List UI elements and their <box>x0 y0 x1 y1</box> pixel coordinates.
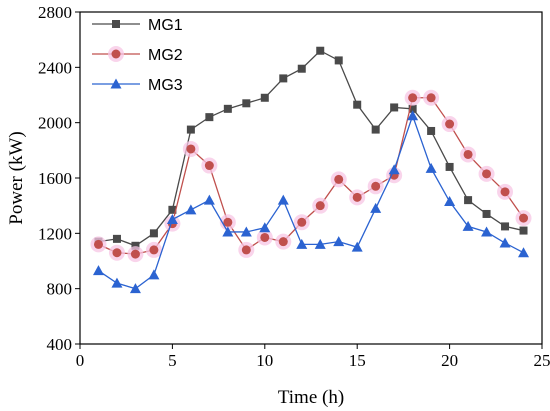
data-point-mg1-12 <box>297 64 306 73</box>
data-point-mg1-22 <box>482 209 491 218</box>
legend-label-mg3: MG3 <box>148 77 183 94</box>
data-point-mg1-13 <box>316 46 325 55</box>
data-point-mg3-13 <box>314 238 326 249</box>
data-point-mg1-7 <box>205 113 214 122</box>
y-tick-label: 2800 <box>38 3 72 22</box>
data-point-mg2-22 <box>482 169 492 179</box>
data-point-mg2-15 <box>352 192 362 202</box>
x-tick-label: 15 <box>349 351 366 370</box>
legend-label-mg2: MG2 <box>148 47 183 64</box>
data-point-mg3-8 <box>222 226 234 237</box>
axes-layer: 0 5 10 15 20 25 400 800 1200 1600 2000 2400 2800 <box>38 3 550 370</box>
x-tick-label: 10 <box>256 351 273 370</box>
data-point-mg3-20 <box>444 196 456 207</box>
data-point-mg1-16 <box>371 125 380 134</box>
data-point-mg1-5 <box>168 205 177 214</box>
data-point-mg2-24 <box>519 213 529 223</box>
data-point-mg1-21 <box>464 196 473 205</box>
data-point-mg2-19 <box>426 93 436 103</box>
x-axis-title: Time (h) <box>278 387 344 408</box>
y-axis-title: Power (kW) <box>6 131 27 224</box>
y-tick-label: 400 <box>47 335 73 354</box>
data-point-mg2-20 <box>445 119 455 129</box>
x-tick-label: 0 <box>76 351 85 370</box>
data-point-mg1-24 <box>519 226 528 235</box>
data-point-mg3-11 <box>277 194 289 205</box>
data-point-mg3-12 <box>296 238 308 249</box>
data-point-mg1-20 <box>445 162 454 171</box>
data-point-mg3-9 <box>240 226 252 237</box>
data-point-mg3-1 <box>92 265 104 276</box>
data-point-mg1-14 <box>334 56 343 65</box>
data-point-mg2-12 <box>297 217 307 227</box>
legend-marker-mg2 <box>111 49 121 59</box>
data-point-mg3-24 <box>518 247 530 258</box>
data-point-mg2-6 <box>186 144 196 154</box>
data-point-mg2-3 <box>130 249 140 259</box>
data-point-mg1-3 <box>131 241 140 250</box>
data-point-mg3-2 <box>111 277 123 288</box>
y-tick-label: 1200 <box>38 224 72 243</box>
data-point-mg3-3 <box>129 283 141 294</box>
data-point-mg1-17 <box>390 103 399 112</box>
data-point-mg3-15 <box>351 241 363 252</box>
x-tick-label: 5 <box>168 351 177 370</box>
data-point-mg1-4 <box>149 229 158 238</box>
data-point-mg1-19 <box>427 126 436 135</box>
data-point-mg3-4 <box>148 269 160 280</box>
series-line-mg2 <box>98 97 525 255</box>
data-point-mg2-7 <box>204 161 214 171</box>
data-point-mg1-6 <box>186 125 195 134</box>
data-point-mg2-23 <box>500 187 510 197</box>
data-point-mg3-7 <box>203 194 215 205</box>
legend-marker-mg1 <box>112 20 120 28</box>
data-point-mg3-10 <box>259 222 271 233</box>
data-point-mg3-5 <box>166 214 178 224</box>
data-point-mg2-16 <box>371 181 381 191</box>
y-tick-label: 2000 <box>38 114 72 133</box>
data-point-mg1-10 <box>260 93 269 102</box>
data-point-mg2-9 <box>241 245 251 255</box>
data-point-mg3-18 <box>407 110 419 121</box>
x-tick-label: 20 <box>441 351 458 370</box>
data-point-mg2-21 <box>463 149 473 159</box>
data-point-mg1-8 <box>223 104 232 113</box>
legend-marker-mg3 <box>110 78 122 89</box>
legend-label-mg1: MG1 <box>148 17 183 34</box>
data-point-mg2-13 <box>315 201 325 211</box>
y-tick-label: 800 <box>47 280 73 299</box>
data-point-mg1-23 <box>501 222 510 231</box>
data-point-mg2-8 <box>223 217 233 227</box>
data-point-mg2-1 <box>93 239 103 249</box>
data-point-mg3-21 <box>462 220 474 231</box>
y-tick-label: 2400 <box>38 58 72 77</box>
data-point-mg3-22 <box>481 226 493 237</box>
data-point-mg2-10 <box>260 232 270 242</box>
data-point-mg2-2 <box>112 248 122 258</box>
data-point-mg3-17 <box>388 164 400 175</box>
data-point-mg1-2 <box>112 234 121 243</box>
data-point-mg3-19 <box>425 162 437 173</box>
data-point-mg2-14 <box>334 174 344 184</box>
data-point-mg2-4 <box>149 245 159 255</box>
legend: MG1 MG2 MG3 <box>92 17 183 94</box>
plot-layer <box>90 46 532 294</box>
data-point-mg3-14 <box>333 236 345 247</box>
data-point-mg1-15 <box>353 100 362 109</box>
data-point-mg3-23 <box>499 237 511 248</box>
y-tick-label: 1600 <box>38 169 72 188</box>
data-point-mg1-18 <box>408 104 417 113</box>
x-tick-label: 25 <box>534 351 550 370</box>
data-point-mg1-9 <box>242 99 251 108</box>
data-point-mg3-16 <box>370 202 382 213</box>
data-point-mg2-11 <box>278 237 288 247</box>
data-point-mg2-18 <box>408 93 418 103</box>
data-point-mg3-6 <box>185 204 197 215</box>
data-point-mg1-11 <box>279 74 288 83</box>
